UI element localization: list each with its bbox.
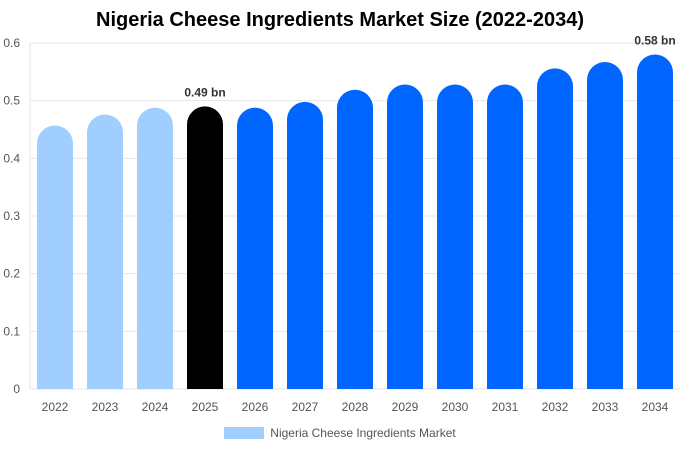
x-tick-label: 2025 bbox=[192, 400, 219, 414]
x-tick-label: 2034 bbox=[642, 400, 669, 414]
bar-2034 bbox=[637, 54, 673, 390]
x-axis-ticks: 2022 2023 2024 2025 2026 2027 2028 2029 2030 2031… bbox=[42, 400, 669, 414]
bar-2026 bbox=[237, 107, 273, 389]
bar-2028 bbox=[337, 89, 373, 389]
bar-2031 bbox=[487, 84, 523, 390]
x-tick-label: 2028 bbox=[342, 400, 369, 414]
x-tick-label: 2022 bbox=[42, 400, 69, 414]
legend-swatch bbox=[224, 427, 265, 439]
x-tick-label: 2033 bbox=[592, 400, 619, 414]
data-label-2034: 0.58 bn bbox=[634, 34, 675, 48]
y-tick-label: 0.4 bbox=[3, 151, 20, 165]
bar-2029 bbox=[387, 84, 423, 390]
x-tick-label: 2031 bbox=[492, 400, 519, 414]
bar-2024 bbox=[137, 107, 173, 389]
bar-2023 bbox=[87, 114, 123, 390]
bar-2027 bbox=[287, 101, 323, 389]
y-tick-label: 0 bbox=[13, 382, 20, 396]
x-tick-label: 2023 bbox=[92, 400, 119, 414]
y-tick-label: 0.5 bbox=[3, 94, 20, 108]
bar-2025 bbox=[187, 106, 223, 389]
y-tick-label: 0.6 bbox=[3, 36, 20, 50]
x-tick-label: 2027 bbox=[292, 400, 319, 414]
bar-2033 bbox=[587, 62, 623, 390]
legend: Nigeria Cheese Ingredients Market bbox=[0, 426, 680, 440]
y-tick-label: 0.3 bbox=[3, 209, 20, 223]
bar-2022 bbox=[37, 125, 73, 390]
data-labels: 0.49 bn 0.58 bn bbox=[184, 34, 675, 100]
y-tick-label: 0.2 bbox=[3, 267, 20, 281]
y-axis-ticks: 0 0.1 0.2 0.3 0.4 0.5 0.6 bbox=[3, 36, 20, 396]
legend-label: Nigeria Cheese Ingredients Market bbox=[270, 426, 456, 440]
y-tick-label: 0.1 bbox=[3, 324, 20, 338]
bar-2032 bbox=[537, 68, 573, 389]
data-label-2025: 0.49 bn bbox=[184, 85, 225, 99]
chart-title: Nigeria Cheese Ingredients Market Size (… bbox=[96, 9, 584, 31]
bars bbox=[37, 54, 673, 390]
x-tick-label: 2026 bbox=[242, 400, 269, 414]
x-tick-label: 2030 bbox=[442, 400, 469, 414]
bar-2030 bbox=[437, 84, 473, 390]
x-tick-label: 2024 bbox=[142, 400, 169, 414]
x-tick-label: 2032 bbox=[542, 400, 569, 414]
x-tick-label: 2029 bbox=[392, 400, 419, 414]
